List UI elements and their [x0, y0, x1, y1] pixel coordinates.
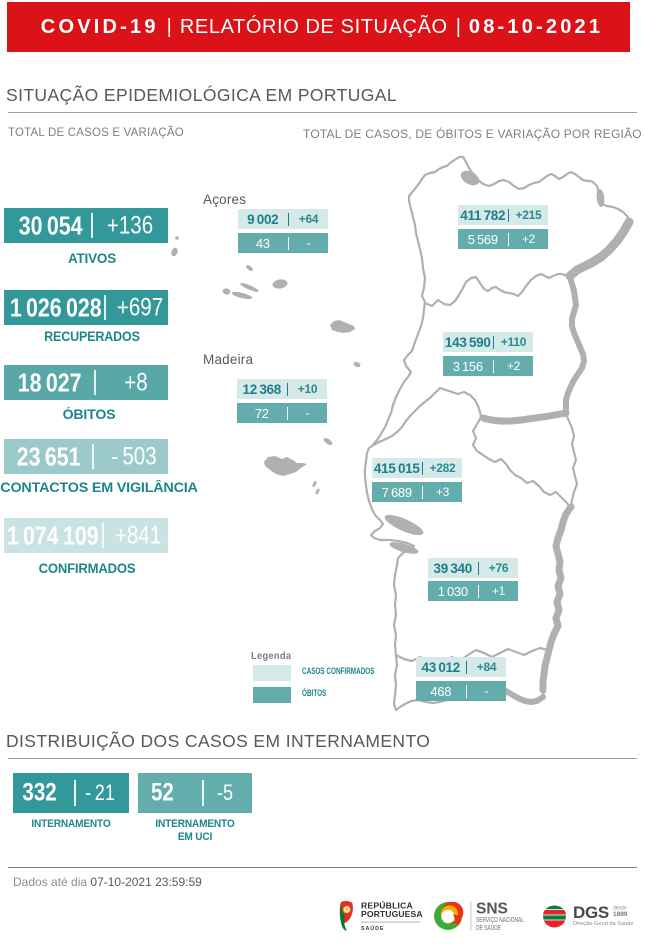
svg-text:PORTUGUESA: PORTUGUESA	[361, 909, 423, 919]
svg-text:REPÚBLICA: REPÚBLICA	[361, 900, 413, 911]
svg-text:SNS: SNS	[476, 901, 508, 918]
svg-text:DGS: DGS	[573, 903, 609, 922]
svg-text:SAÚDE: SAÚDE	[361, 925, 384, 932]
svg-text:Direção-Geral da Saúde: Direção-Geral da Saúde	[573, 921, 633, 927]
svg-text:DE SAÚDE: DE SAÚDE	[476, 921, 501, 932]
svg-text:SERVIÇO NACIONAL: SERVIÇO NACIONAL	[476, 916, 524, 924]
svg-text:1899: 1899	[613, 911, 628, 918]
svg-text:desde: desde	[613, 906, 627, 912]
